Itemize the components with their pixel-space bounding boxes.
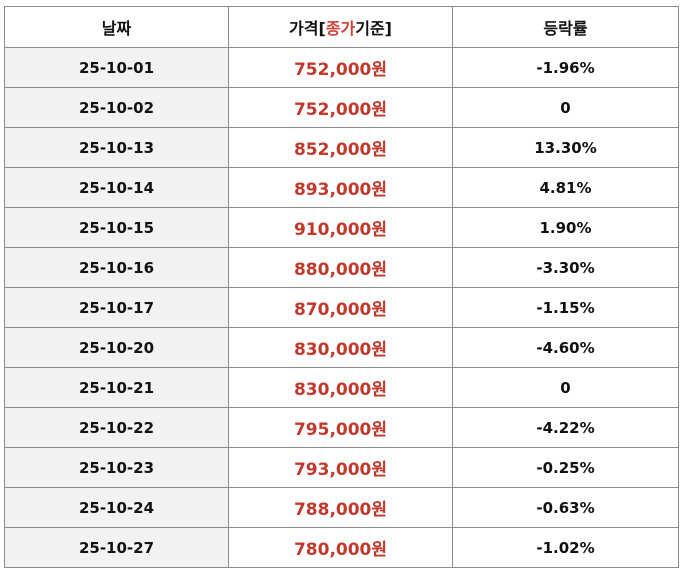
change-cell: -1.02%: [452, 527, 679, 568]
date-cell: 25-10-27: [4, 527, 229, 568]
change-cell: -0.25%: [452, 447, 679, 488]
change-cell: 1.90%: [452, 207, 679, 248]
header-text: 기준]: [355, 19, 392, 38]
row: 25-10-21 830,000원 0: [4, 367, 679, 408]
row: 25-10-20 830,000원 -4.60%: [4, 327, 679, 368]
row: 25-10-23 793,000원 -0.25%: [4, 447, 679, 488]
price-cell: 752,000원: [228, 47, 453, 88]
header-highlight: 종가: [325, 19, 356, 38]
price-table: 날짜 가격[종가기준] 등락률 25-10-01 752,000원 -1.96% 25…: [4, 6, 679, 568]
date-cell: 25-10-20: [4, 327, 229, 368]
table-body: 25-10-01 752,000원 -1.96% 25-10-02 752,000원 0 2…: [4, 47, 679, 568]
change-cell: -1.15%: [452, 287, 679, 328]
price-cell: 893,000원: [228, 167, 453, 208]
row: 25-10-24 788,000원 -0.63%: [4, 487, 679, 528]
price-cell: 752,000원: [228, 87, 453, 128]
change-cell: 0: [452, 367, 679, 408]
row: 25-10-15 910,000원 1.90%: [4, 207, 679, 248]
date-cell: 25-10-14: [4, 167, 229, 208]
change-cell: -0.63%: [452, 487, 679, 528]
date-cell: 25-10-01: [4, 47, 229, 88]
row: 25-10-17 870,000원 -1.15%: [4, 287, 679, 328]
price-cell: 830,000원: [228, 327, 453, 368]
date-cell: 25-10-21: [4, 367, 229, 408]
date-cell: 25-10-23: [4, 447, 229, 488]
header-text: 날짜: [101, 19, 132, 38]
price-cell: 793,000원: [228, 447, 453, 488]
header-cell: 가격[종가기준]: [228, 6, 453, 48]
price-cell: 788,000원: [228, 487, 453, 528]
row: 25-10-22 795,000원 -4.22%: [4, 407, 679, 448]
change-cell: 4.81%: [452, 167, 679, 208]
price-cell: 910,000원: [228, 207, 453, 248]
change-cell: -4.22%: [452, 407, 679, 448]
price-cell: 880,000원: [228, 247, 453, 288]
date-cell: 25-10-24: [4, 487, 229, 528]
row: 25-10-01 752,000원 -1.96%: [4, 47, 679, 88]
change-cell: -1.96%: [452, 47, 679, 88]
header-text: 가격[: [289, 19, 326, 38]
row: 25-10-13 852,000원 13.30%: [4, 127, 679, 168]
change-cell: -4.60%: [452, 327, 679, 368]
date-cell: 25-10-15: [4, 207, 229, 248]
price-cell: 830,000원: [228, 367, 453, 408]
date-cell: 25-10-22: [4, 407, 229, 448]
header-cell: 등락률: [452, 6, 679, 48]
change-cell: -3.30%: [452, 247, 679, 288]
row: 25-10-27 780,000원 -1.02%: [4, 527, 679, 568]
row: 25-10-14 893,000원 4.81%: [4, 167, 679, 208]
price-cell: 780,000원: [228, 527, 453, 568]
row: 25-10-02 752,000원 0: [4, 87, 679, 128]
price-cell: 795,000원: [228, 407, 453, 448]
price-cell: 870,000원: [228, 287, 453, 328]
change-cell: 13.30%: [452, 127, 679, 168]
price-cell: 852,000원: [228, 127, 453, 168]
header-text: 등락률: [543, 19, 588, 38]
date-cell: 25-10-13: [4, 127, 229, 168]
header-row: 날짜 가격[종가기준] 등락률: [4, 6, 679, 48]
row: 25-10-16 880,000원 -3.30%: [4, 247, 679, 288]
change-cell: 0: [452, 87, 679, 128]
header-cell: 날짜: [4, 6, 229, 48]
date-cell: 25-10-17: [4, 287, 229, 328]
date-cell: 25-10-02: [4, 87, 229, 128]
date-cell: 25-10-16: [4, 247, 229, 288]
